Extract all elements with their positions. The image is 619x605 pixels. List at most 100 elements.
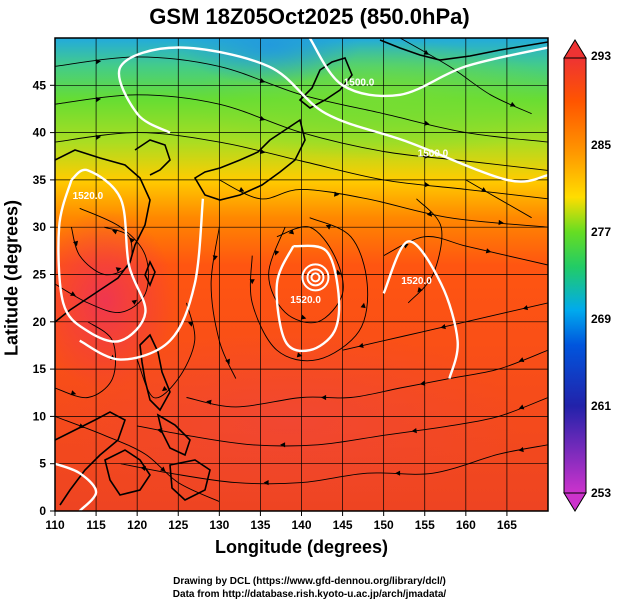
y-tick-label: 40 [33,126,47,140]
colorbar-top-arrow [563,39,587,59]
streamline-arrow [498,219,504,226]
streamline [137,397,548,447]
streamline-arrow [424,182,430,188]
typhoon-ring [310,272,321,283]
streamline-arrow [509,101,516,107]
streamline-arrow [140,465,146,471]
y-tick-label: 0 [39,504,46,518]
y-tick-label: 10 [33,409,47,423]
colorbar: 293 285 277 269 261 253 [563,39,611,512]
streamline-arrow [522,305,528,311]
streamline-arrow [263,480,269,486]
streamline-arrow [206,399,212,405]
colorbar-label: 293 [591,49,611,63]
contour-line-1520-ext [79,198,205,361]
y-tick-label: 20 [33,315,47,329]
streamline-arrow [162,386,168,392]
streamline-arrow [335,269,341,276]
x-tick-label: 120 [127,518,147,532]
streamline-arrow [95,96,102,103]
streamline-arrow [249,279,255,285]
y-tick-label: 25 [33,268,47,282]
y-tick-label: 45 [33,78,47,92]
y-tick-label: 5 [39,457,46,471]
streamline-arrow [259,78,266,83]
contour-line-1520-east [382,240,459,379]
streamline-arrow [417,287,423,293]
x-tick-label: 110 [45,518,65,532]
temperature-field [55,38,548,511]
contour-labels: 1520.0 1520.0 1520.0 1500.0 1500.0 [73,77,449,306]
contour-label: 1520.0 [401,276,432,287]
x-tick-label: 130 [209,518,229,532]
streamline-arrow [321,394,327,401]
streamline-arrow [212,255,218,261]
x-axis-ticks: 110 115 120 125 130 135 140 145 150 155 160 165 [45,511,517,532]
typhoon-ring [301,263,330,292]
typhoon-center-marker [301,263,330,292]
credit-drawing: Drawing by DCL (https://www.gfd-dennou.o… [173,576,446,587]
x-axis-label: Longitude (degrees) [214,537,388,557]
contour-line-1520-west [57,168,147,343]
x-tick-label: 165 [497,518,517,532]
streamline [219,179,548,228]
streamline [249,217,369,362]
streamline [268,226,344,324]
x-tick-label: 150 [374,518,394,532]
typhoon-ring [306,268,325,287]
streamline-arrow [225,358,230,365]
streamline [120,444,548,485]
streamline [465,179,532,219]
y-tick-label: 30 [33,220,47,234]
streamline-arrow [259,149,266,155]
streamline-arrow [518,357,525,363]
credit-data-source: Data from http://database.rish.kyoto-u.a… [172,589,447,600]
colorbar-scale [563,57,587,494]
colorbar-label: 277 [591,225,611,239]
streamline-arrow [411,428,417,434]
streamline-arrow [296,352,303,358]
streamline-arrow [259,116,266,121]
y-axis-label-text: Latitude (degrees) [1,199,22,357]
streamline-arrow [423,49,430,55]
contour-line-1500-north [117,46,548,183]
streamline [407,198,443,304]
x-tick-label: 125 [168,518,188,532]
contour-label: 1520.0 [290,295,321,306]
contour-label: 1520.0 [73,191,104,202]
coastlines [55,39,548,506]
streamline-arrow [325,224,332,230]
contour-line-1500-northeast [308,38,548,98]
y-axis-ticks: 0 5 10 15 20 25 30 35 40 45 [33,78,55,518]
streamline-arrow [160,466,166,472]
streamline [55,415,220,502]
streamline [55,94,548,171]
streamline-arrow [360,302,366,309]
streamline-arrow [395,470,401,476]
contour-line-low-south [55,462,98,511]
y-tick-label: 35 [33,173,47,187]
streamline-arrow [70,390,77,396]
colorbar-label: 269 [591,312,611,326]
streamline-arrow [419,380,426,386]
contour-label: 1500.0 [418,148,449,159]
streamline-arrow [334,191,340,197]
streamline-arrow [78,423,85,429]
streamline-arrow [481,187,487,192]
x-tick-label: 160 [456,518,476,532]
streamline-arrow [424,153,430,159]
colorbar-label: 285 [591,138,611,152]
streamline-arrow [73,240,78,247]
x-tick-label: 155 [415,518,435,532]
streamline [70,226,133,276]
contour-line-1520-ring [275,244,341,353]
streamline [55,207,149,313]
colorbar-label: 261 [591,399,611,413]
streamline-arrow [518,404,525,410]
x-tick-label: 140 [291,518,311,532]
streamline-arrow [280,442,286,448]
colorbar-label: 253 [591,486,611,500]
streamline-arrow [424,120,430,126]
streamline-arrow [518,447,524,453]
